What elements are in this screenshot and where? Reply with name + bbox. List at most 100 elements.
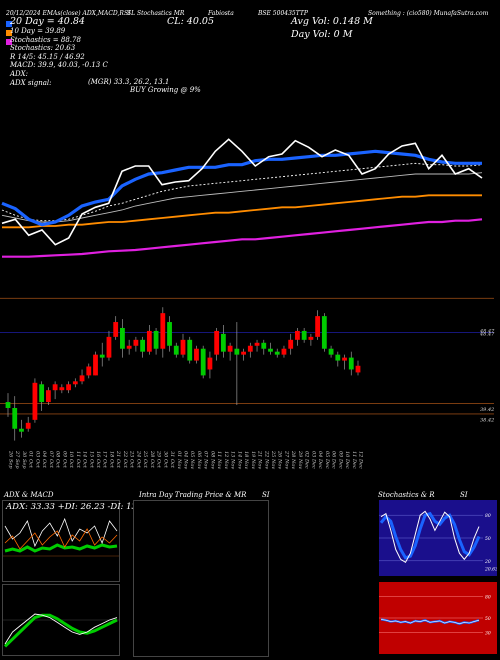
stat-rsi: R 14/5: 45.15 / 46.92 — [10, 52, 85, 61]
stat-adx-values: (MGR) 33.3, 26.2, 13.1 — [88, 78, 170, 86]
stats-block: 20 Day = 40.84 10 Day = 39.89 Stochastic… — [10, 17, 108, 87]
candle-body — [274, 351, 280, 355]
adx-chart — [2, 500, 120, 582]
candle-body — [113, 322, 119, 337]
candle-body — [288, 339, 294, 349]
candle-body — [308, 336, 314, 340]
intraday-panel — [133, 500, 269, 657]
minus-di-line — [4, 528, 118, 550]
legend-swatches — [6, 21, 12, 45]
x-tick-label: 05 Dec — [324, 451, 330, 469]
candle-body — [241, 351, 246, 355]
x-tick-label: 01 Nov — [176, 451, 182, 469]
x-tick-label: 23 Oct — [129, 450, 135, 469]
stoch-d-line — [379, 511, 481, 560]
rsi-tick-label: 80 — [485, 594, 491, 600]
x-tick-label: 14 Oct — [82, 451, 88, 469]
candle-body — [254, 342, 260, 346]
stoch-tick-label: 20 — [484, 559, 491, 565]
candle-body — [79, 375, 85, 382]
x-tick-label: 12 Dec — [358, 451, 364, 469]
header-item-date: 20/12/2024 EMAs(close) ADX,MACD,RSI — [6, 10, 131, 17]
rsi-tick-label: 50 — [485, 616, 491, 622]
candle-body — [214, 330, 220, 355]
candle-body — [120, 327, 125, 349]
candle-body — [194, 348, 199, 361]
header-item-source: Fabiosta — [208, 10, 234, 17]
stat-stoch: Stochastics = 88.78 — [10, 35, 81, 44]
day-volume: Day Vol: 0 M — [291, 29, 353, 40]
intraday-title: Intra Day Trading Price & MR — [139, 491, 247, 499]
candle-body — [25, 422, 31, 429]
candle-body — [281, 348, 287, 355]
x-tick-label: 31 Oct — [169, 451, 175, 469]
swatch-magenta — [6, 39, 12, 45]
x-tick-label: 24 Oct — [135, 450, 141, 469]
price-line — [1, 138, 483, 246]
x-tick-label: 29 Nov — [297, 450, 303, 469]
candle-body — [52, 384, 58, 391]
candle-body — [93, 354, 98, 376]
candle-body — [19, 428, 24, 432]
price-ema-chart — [1, 138, 483, 258]
x-tick-label: 03 Oct — [34, 451, 40, 469]
x-tick-label: 25 Nov — [270, 450, 276, 469]
candle-body — [173, 345, 179, 355]
candle-body — [153, 330, 159, 349]
x-tick-label: 26 Nov — [277, 450, 283, 469]
ema-magenta-line — [2, 218, 483, 258]
candle-body — [86, 366, 92, 376]
stat-adx-signal-value: BUY Growing @ 9% — [130, 86, 201, 94]
x-tick-label: 26 Sep — [8, 450, 14, 469]
x-tick-label: 04 Dec — [317, 451, 323, 469]
candle-body — [348, 357, 354, 370]
x-tick-label: 11 Dec — [351, 451, 357, 469]
y-tick-label: 48.47 — [479, 331, 495, 337]
stat-adx: ADX: — [10, 69, 29, 78]
x-tick-label: 06 Dec — [331, 451, 337, 469]
x-tick-label: 25 Oct — [142, 450, 148, 469]
x-tick-label: 28 Oct — [149, 450, 155, 469]
stoch-tick-label: 80 — [485, 513, 491, 519]
stat-stoch2: Stochastics: 20.63 — [10, 44, 76, 53]
x-tick-label: 04 Oct — [41, 451, 47, 469]
x-tick-label: 22 Oct — [122, 450, 128, 469]
candle-body — [200, 348, 206, 376]
x-tick-label: 13 Nov — [230, 451, 236, 469]
candle-body — [335, 354, 341, 361]
candle-body — [45, 390, 51, 403]
candle-body — [59, 387, 65, 391]
candle-body — [5, 402, 11, 408]
candle-body — [261, 342, 267, 349]
y-tick-label: 48.47 — [479, 328, 495, 334]
candle-body — [39, 384, 45, 403]
x-tick-label: 09 Oct — [61, 451, 67, 469]
y-tick-label: 39.42 — [480, 407, 494, 413]
x-tick-label: 18 Nov — [243, 451, 249, 469]
x-tick-label: 22 Nov — [263, 450, 269, 469]
x-tick-label: 30 Sep — [21, 451, 27, 469]
ema-blue-line — [1, 149, 482, 227]
x-tick-label: 02 Dec — [304, 451, 310, 469]
x-tick-label: 11 Oct — [75, 451, 81, 469]
x-tick-label: 11 Nov — [216, 451, 222, 469]
candle-body — [140, 339, 146, 352]
candle-body — [72, 381, 78, 385]
candle-body — [99, 354, 105, 358]
candle-body — [146, 330, 152, 352]
x-tick-label: 05 Nov — [189, 451, 195, 469]
header-item-stochastics: SL Stochastics MR — [127, 10, 185, 17]
adx-label: ADX: 33.33 +DI: 26.23 -DI: 13.11 — [6, 502, 151, 512]
stat-20day: 20 Day = 40.84 — [10, 16, 85, 27]
candle-body — [167, 322, 172, 346]
x-tick-label: 07 Oct — [48, 451, 54, 469]
candle-body — [227, 345, 233, 352]
x-tick-label: 03 Dec — [310, 451, 316, 469]
rsi-tick-label: 30 — [485, 630, 491, 636]
x-tick-label: 10 Dec — [344, 451, 350, 469]
x-tick-label: 01 Oct — [28, 451, 34, 469]
plus-di-line — [4, 517, 118, 548]
macd-signal-line — [3, 613, 118, 648]
